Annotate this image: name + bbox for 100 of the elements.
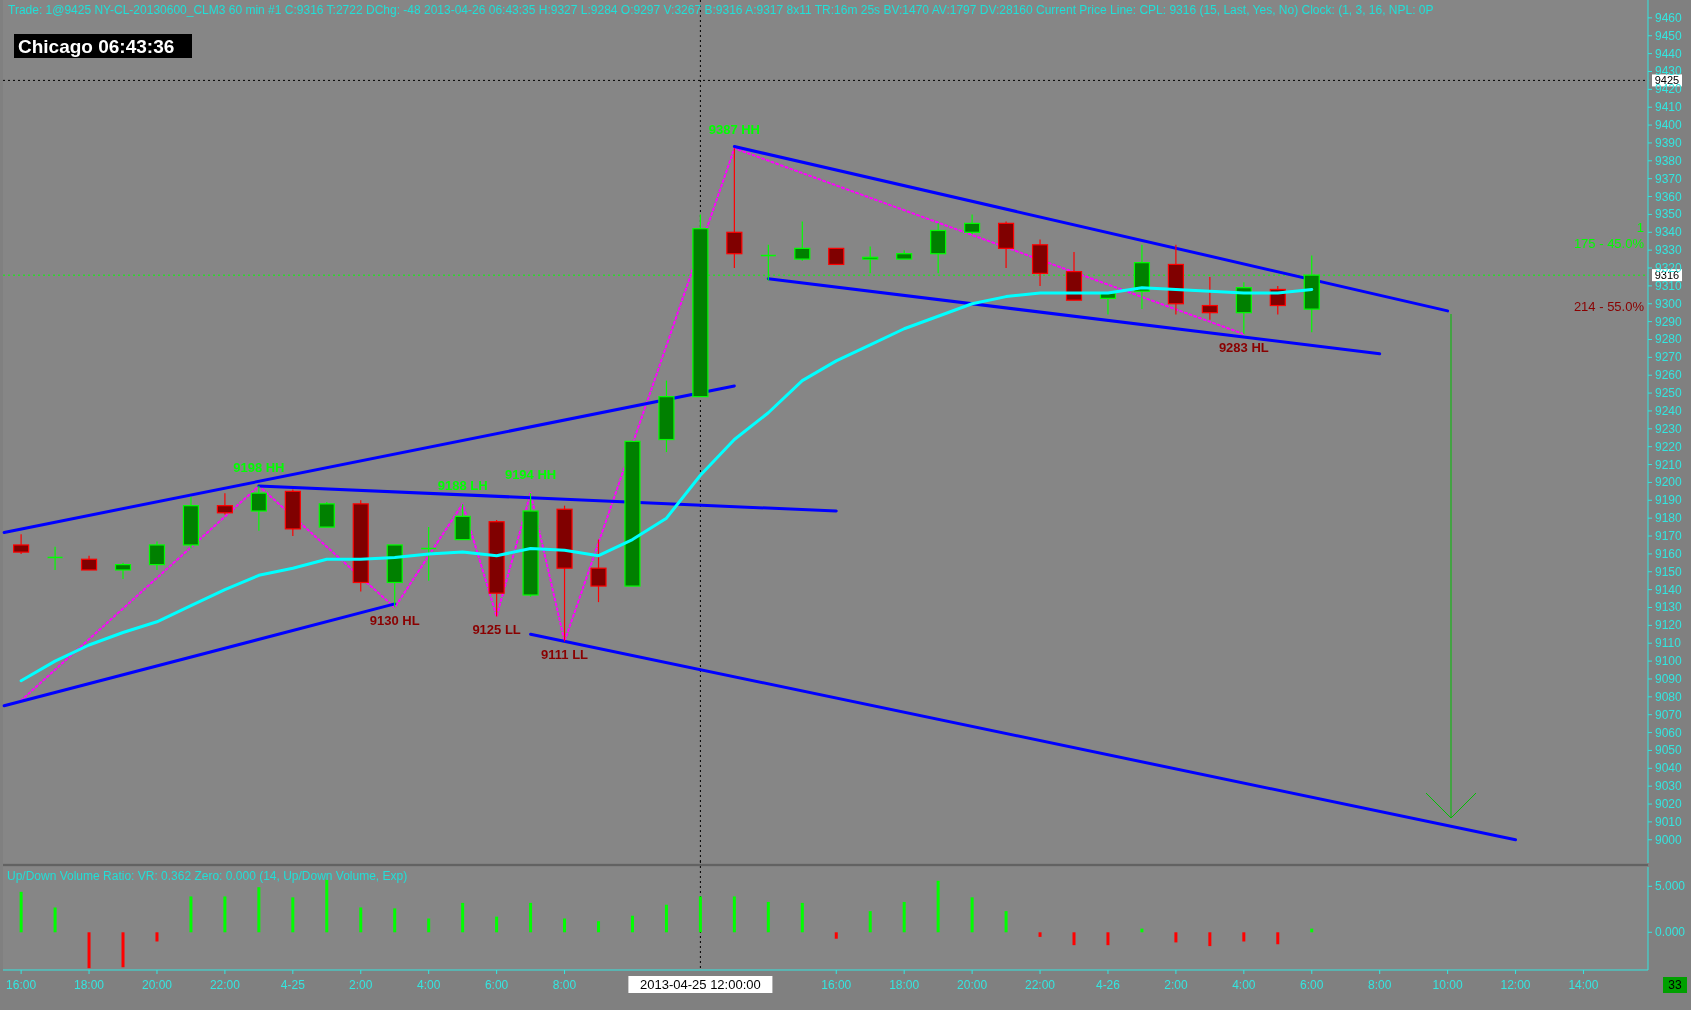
y-tick-label: 9390 <box>1655 135 1683 150</box>
y-tick-label: 9240 <box>1655 403 1683 418</box>
x-tick-label: 20:00 <box>957 978 988 992</box>
x-tick-label: 8:00 <box>552 978 577 992</box>
bar <box>563 918 567 933</box>
candlestick <box>148 540 166 571</box>
y-tick-label: 9290 <box>1655 314 1683 329</box>
x-tick-label: 18:00 <box>74 978 105 992</box>
chart-title: Up/Down Volume Ratio: VR: 0.362 Zero: 0.000 (14, Up/Down Volume, Exp) <box>7 869 408 883</box>
bar <box>121 932 125 968</box>
bar <box>393 908 397 933</box>
y-tick-label: 9010 <box>1655 814 1683 829</box>
bar <box>19 891 23 933</box>
y-tick-label: 9100 <box>1655 654 1683 669</box>
y-tick-label: 0.000 <box>1655 925 1686 940</box>
text: 33 <box>1668 978 1682 992</box>
bar <box>1106 932 1110 946</box>
y-tick-label: 9060 <box>1655 725 1683 740</box>
y-tick-label: 9040 <box>1655 761 1683 776</box>
bar <box>1038 932 1042 937</box>
y-tick-label: 9330 <box>1655 243 1683 258</box>
bar <box>155 932 159 942</box>
y-tick-label: 9400 <box>1655 118 1683 133</box>
bar <box>664 904 668 933</box>
y-tick-label: 9130 <box>1655 600 1683 615</box>
ref-line-label: 2013-04-25 12:00:00 <box>640 977 761 992</box>
bar <box>427 918 431 933</box>
candlestick <box>726 147 743 269</box>
annotation: 9125 LL <box>472 622 521 638</box>
x-tick-label: 22:00 <box>1025 978 1056 992</box>
y-tick-label: 9350 <box>1655 207 1683 222</box>
bar <box>597 921 601 933</box>
annotation: 9130 HL <box>369 613 420 629</box>
x-tick-label: 6:00 <box>1300 978 1324 992</box>
y-tick-label: 9080 <box>1655 689 1683 704</box>
bar <box>87 932 91 969</box>
y-tick-label: 9370 <box>1655 171 1683 186</box>
y-tick-label: 9140 <box>1655 582 1683 597</box>
candlestick <box>454 503 471 541</box>
y-tick-label: 9170 <box>1655 529 1683 544</box>
candlestick <box>114 562 132 580</box>
y-tick-label: 9120 <box>1655 618 1683 633</box>
bar <box>732 896 736 933</box>
y-tick-label: 5.000 <box>1655 879 1686 894</box>
x-tick-label: 16:00 <box>821 978 852 992</box>
y-tick-label: 9360 <box>1655 189 1683 204</box>
y-tick-label: 9090 <box>1655 671 1683 686</box>
bar <box>936 880 940 933</box>
x-tick-label: 4-26 <box>1095 978 1121 992</box>
y-tick-label: 9270 <box>1655 350 1683 365</box>
y-tick-label: 9440 <box>1655 46 1683 61</box>
x-tick-label: 22:00 <box>209 978 241 992</box>
y-tick-label: 9460 <box>1655 10 1683 25</box>
annotation: 9198 HH <box>233 460 285 475</box>
bar <box>461 902 465 933</box>
annotation: 9194 HH <box>504 467 557 483</box>
y-tick-label: 9450 <box>1655 28 1683 43</box>
candlestick <box>590 539 607 603</box>
y-tick-label: 9180 <box>1655 511 1683 526</box>
candlestick <box>930 222 947 274</box>
annotation: 9387 HH <box>708 122 761 138</box>
candlestick <box>216 492 233 516</box>
x-tick-label: 2:00 <box>349 978 373 992</box>
y-tick-label: 9050 <box>1655 743 1683 758</box>
y-tick-label: 9210 <box>1655 457 1683 472</box>
annotation: 175 - 45.0% <box>1573 236 1645 251</box>
candlestick <box>794 220 811 262</box>
bar <box>800 902 804 933</box>
bar <box>1242 932 1246 942</box>
bar <box>257 887 261 933</box>
y-tick-label: 9300 <box>1655 296 1683 311</box>
y-tick-label: 9150 <box>1655 564 1683 579</box>
x-tick-label: 6:00 <box>484 978 509 992</box>
x-tick-label: 20:00 <box>141 978 173 992</box>
bar <box>359 907 363 933</box>
candlestick <box>862 245 879 274</box>
bar <box>53 907 57 933</box>
annotation: 9283 HL <box>1218 340 1269 356</box>
annotation: 1 <box>1636 220 1644 235</box>
x-tick-label: 14:00 <box>1568 978 1599 992</box>
bar <box>1174 932 1178 943</box>
bar <box>223 896 227 933</box>
x-tick-label: 10:00 <box>1432 978 1463 992</box>
bar <box>291 897 295 933</box>
bar <box>189 896 193 933</box>
bar <box>529 902 533 933</box>
candlestick <box>1201 276 1218 321</box>
bar <box>1004 911 1008 933</box>
y-tick-label: 9000 <box>1655 832 1683 847</box>
y-tick-label: 9260 <box>1655 368 1683 383</box>
bar <box>495 916 499 933</box>
bar <box>1208 932 1212 947</box>
y-tick-label: 9280 <box>1655 332 1683 347</box>
bar <box>1276 932 1280 945</box>
y-tick-label: 9230 <box>1655 421 1683 436</box>
candlestick <box>964 213 981 235</box>
y-tick-label: 9410 <box>1655 100 1683 115</box>
y-tick-label: 9030 <box>1655 779 1683 794</box>
x-tick-label: 8:00 <box>1368 978 1392 992</box>
y-tick-label: 9220 <box>1655 439 1683 454</box>
